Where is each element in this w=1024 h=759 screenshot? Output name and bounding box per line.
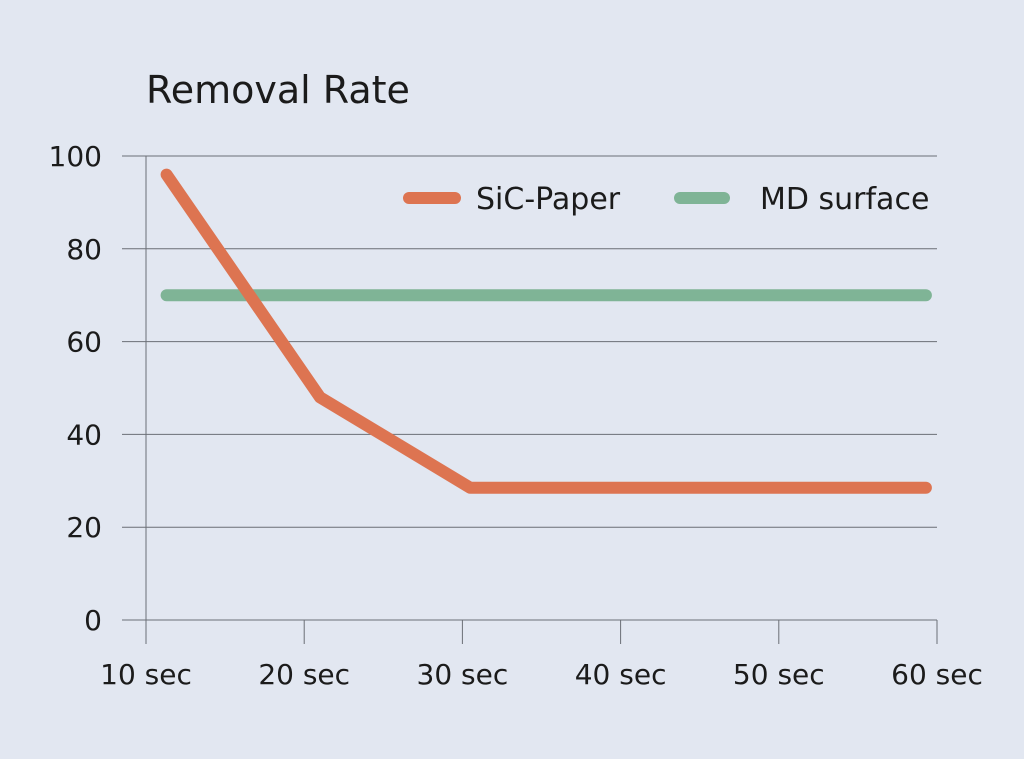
gridlines [122, 156, 937, 620]
x-tick-label: 10 sec [100, 658, 192, 691]
x-tick-label: 30 sec [417, 658, 509, 691]
legend-label: SiC-Paper [476, 182, 621, 217]
legend-item: SiC-Paper [409, 182, 621, 217]
legend-label: MD surface [760, 182, 929, 217]
series-lines [167, 175, 926, 488]
x-tick-label: 50 sec [733, 658, 825, 691]
legend-item: MD surface [680, 182, 929, 217]
series-line-sic-paper [167, 175, 926, 488]
y-tick-label: 0 [84, 604, 102, 637]
chart-title: Removal Rate [146, 68, 410, 112]
x-tick-label: 20 sec [258, 658, 350, 691]
y-tick-label: 20 [66, 511, 102, 544]
x-tick-label: 40 sec [575, 658, 667, 691]
axes: 0 20 40 60 80 100 10 sec 20 sec 30 sec 40 sec 50 s… [49, 140, 983, 691]
y-tick-label: 100 [49, 140, 102, 173]
y-tick-label: 60 [66, 326, 102, 359]
y-tick-label: 80 [66, 233, 102, 266]
y-tick-label: 40 [66, 418, 102, 451]
x-tick-label: 60 sec [891, 658, 983, 691]
legend: SiC-Paper MD surface [409, 182, 929, 217]
